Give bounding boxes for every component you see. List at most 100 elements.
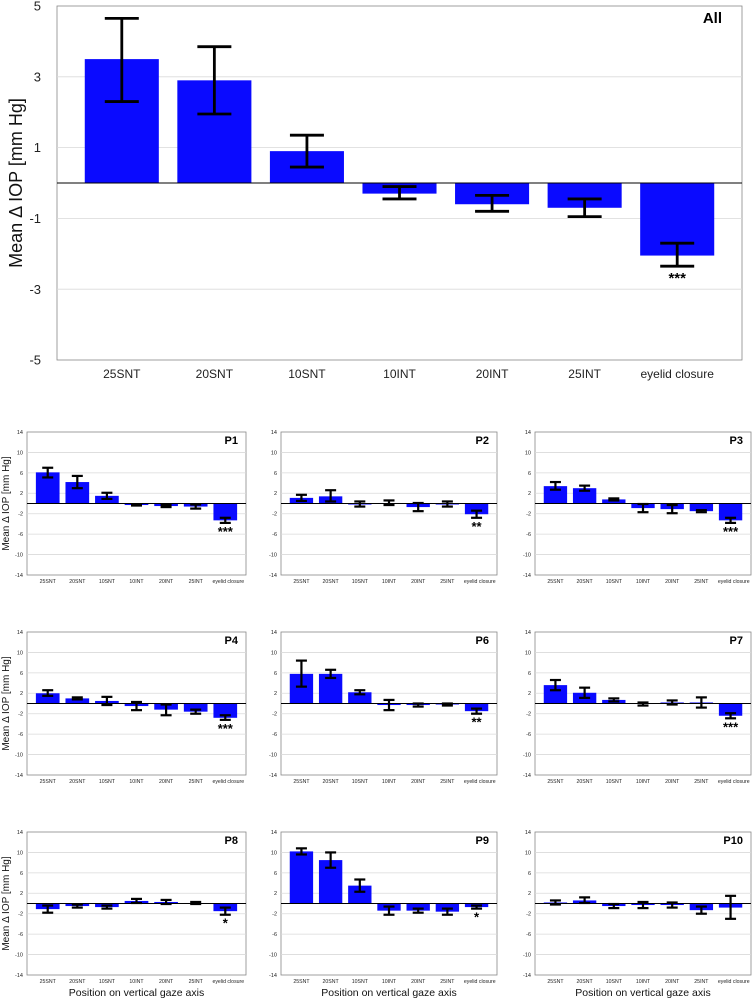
y-tick-label: 2 bbox=[528, 691, 531, 697]
x-tick-label: 10SNT bbox=[352, 579, 369, 585]
y-tick-label: 3 bbox=[34, 69, 41, 84]
error-bar bbox=[637, 701, 649, 707]
error-bar bbox=[325, 668, 337, 680]
x-tick-label: 20INT bbox=[665, 779, 680, 785]
y-tick-label: -10 bbox=[523, 552, 531, 558]
y-tick-label: -10 bbox=[523, 752, 531, 758]
error-bar bbox=[325, 851, 337, 869]
y-tick-label: 14 bbox=[17, 830, 23, 836]
error-bar bbox=[412, 907, 424, 914]
x-tick-label: 20INT bbox=[411, 779, 426, 785]
chart-panel-p1: 14 10 6 2 -2 -6 -10 -14 *** 25SNT 20SNT 10SNT 10INT 2… bbox=[1, 430, 247, 585]
error-bar bbox=[295, 847, 307, 856]
y-tick-label: 6 bbox=[20, 471, 23, 477]
y-tick-label: -14 bbox=[269, 973, 277, 979]
error-bar bbox=[71, 474, 83, 490]
chart-panel-p9: 14 10 6 2 -2 -6 -10 -14 * 25SNT 20SNT 10SNT 10INT 20I… bbox=[269, 830, 498, 999]
y-tick-label: 2 bbox=[274, 491, 277, 497]
y-tick-label: -6 bbox=[18, 532, 23, 538]
x-tick-label: 20INT bbox=[411, 979, 426, 985]
error-bar bbox=[383, 698, 395, 712]
significance-marker: * bbox=[223, 916, 229, 931]
x-tick-label: 10INT bbox=[382, 779, 397, 785]
x-tick-label: 20SNT bbox=[69, 979, 86, 985]
y-tick-label: -6 bbox=[526, 932, 531, 938]
x-tick-label: 20INT bbox=[411, 579, 426, 585]
x-tick-label: 20SNT bbox=[577, 779, 594, 785]
x-tick-label: eyelid closure bbox=[464, 979, 496, 985]
error-bar bbox=[190, 900, 202, 906]
x-tick-label: 20INT bbox=[665, 579, 680, 585]
panel-title: P10 bbox=[723, 835, 743, 847]
y-tick-label: 14 bbox=[525, 630, 531, 636]
y-tick-label: -6 bbox=[272, 732, 277, 738]
y-tick-label: -14 bbox=[269, 773, 277, 779]
error-bar bbox=[725, 516, 737, 525]
x-tick-label: 10INT bbox=[129, 579, 144, 585]
bar-20snt bbox=[65, 698, 90, 704]
panel-title: P2 bbox=[476, 435, 489, 447]
bar-25snt bbox=[35, 472, 60, 504]
bar-eyelid-closure bbox=[464, 703, 489, 712]
x-tick-label: 25SNT bbox=[547, 979, 564, 985]
x-tick-label: 10SNT bbox=[606, 579, 623, 585]
panel-title: All bbox=[703, 10, 722, 27]
error-bar bbox=[637, 502, 649, 514]
bar-eyelid-closure bbox=[718, 503, 743, 521]
x-tick-label: eyelid closure bbox=[718, 979, 750, 985]
error-bar bbox=[549, 678, 561, 692]
error-bar bbox=[471, 904, 483, 910]
bar-20snt bbox=[318, 673, 343, 704]
y-tick-label: -6 bbox=[18, 732, 23, 738]
error-bar bbox=[608, 497, 620, 502]
y-tick-label: -6 bbox=[526, 732, 531, 738]
x-tick-label: 20INT bbox=[159, 979, 174, 985]
x-axis-label: Position on vertical gaze axis bbox=[321, 987, 456, 999]
y-tick-label: 2 bbox=[528, 491, 531, 497]
y-tick-label: -10 bbox=[15, 952, 23, 958]
y-tick-label: 10 bbox=[525, 450, 531, 456]
y-tick-label: -2 bbox=[18, 712, 23, 718]
error-bar bbox=[219, 714, 231, 721]
bar-25snt bbox=[289, 851, 314, 904]
error-bar bbox=[579, 896, 591, 905]
bar-10snt bbox=[348, 885, 372, 904]
error-bar bbox=[131, 897, 142, 905]
x-tick-label: 20SNT bbox=[323, 779, 340, 785]
x-tick-label: 25INT bbox=[189, 579, 204, 585]
panel-title: P4 bbox=[225, 635, 239, 647]
x-tick-label: 10INT bbox=[636, 779, 651, 785]
y-tick-label: 10 bbox=[17, 450, 23, 456]
y-tick-label: 14 bbox=[271, 630, 277, 636]
y-tick-label: -10 bbox=[269, 952, 277, 958]
y-tick-label: -14 bbox=[15, 573, 23, 579]
x-tick-label: 25INT bbox=[694, 779, 709, 785]
chart-panel-p3: 14 10 6 2 -2 -6 -10 -14 *** 25SNT 20SNT 10SNT 10INT 2… bbox=[523, 430, 752, 585]
error-bar bbox=[190, 503, 202, 510]
x-tick-label: 10SNT bbox=[606, 779, 623, 785]
y-tick-label: 10 bbox=[271, 850, 277, 856]
x-tick-label: 20INT bbox=[159, 779, 174, 785]
error-bar bbox=[71, 903, 83, 909]
y-tick-label: -2 bbox=[272, 712, 277, 718]
x-tick-label: 25SNT bbox=[547, 779, 564, 785]
panel-title: P3 bbox=[730, 435, 743, 447]
y-tick-label: 14 bbox=[17, 630, 23, 636]
y-tick-label: -6 bbox=[272, 932, 277, 938]
y-tick-label: 6 bbox=[274, 871, 277, 877]
x-tick-label: 10SNT bbox=[99, 979, 116, 985]
y-tick-label: 14 bbox=[17, 430, 23, 436]
y-tick-label: 2 bbox=[274, 691, 277, 697]
panel-title: P9 bbox=[476, 835, 489, 847]
bar-25int bbox=[183, 703, 208, 712]
error-bar bbox=[608, 697, 620, 703]
error-bar bbox=[160, 503, 172, 509]
bar-25snt bbox=[35, 693, 60, 704]
x-axis-label: Position on vertical gaze axis bbox=[69, 987, 204, 999]
y-tick-label: -10 bbox=[523, 952, 531, 958]
error-bar bbox=[42, 466, 54, 479]
error-bar bbox=[475, 193, 510, 213]
x-tick-label: eyelid closure bbox=[212, 979, 244, 985]
x-tick-label: 10SNT bbox=[99, 579, 116, 585]
y-axis-label: Mean Δ IOP [mm Hg] bbox=[6, 98, 26, 268]
